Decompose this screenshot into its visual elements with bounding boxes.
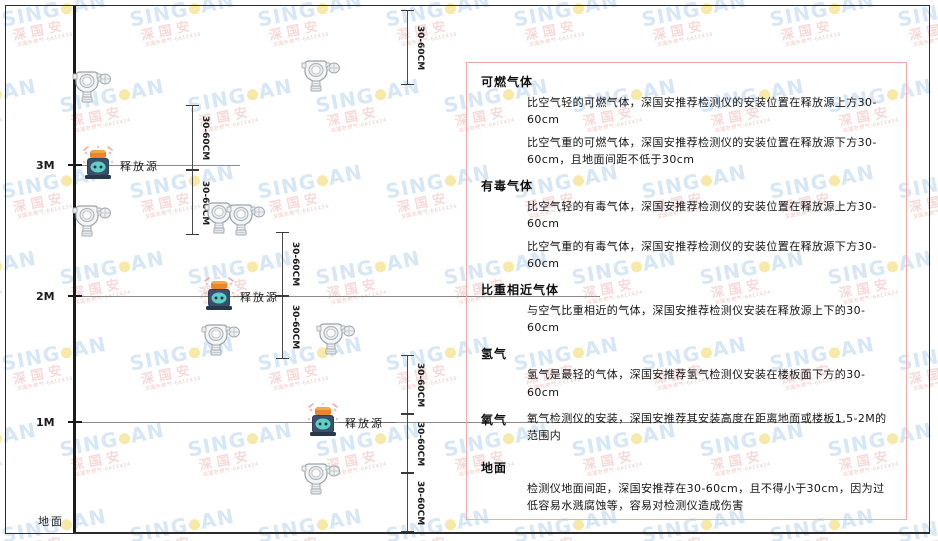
level-tick-2m xyxy=(68,295,82,297)
dimension-middle-column-seg1: 30-60CM xyxy=(276,232,336,296)
panel-section-body: 氧气检测仪的安装，深国安推荐其安装高度在距离地面或楼板1.5-2M的范围内 xyxy=(527,410,892,450)
dimension-upper-left-column-seg2: 30-60CM xyxy=(186,170,246,235)
panel-paragraph: 氧气检测仪的安装，深国安推荐其安装高度在距离地面或楼板1.5-2M的范围内 xyxy=(527,411,887,442)
dimension-cap-top xyxy=(276,232,289,233)
gas-detector-icon xyxy=(296,55,342,95)
panel-section-heading: 可燃气体 xyxy=(481,75,534,89)
dimension-label: 30-60CM xyxy=(200,115,210,160)
release-source-label: 释放源 xyxy=(240,291,279,304)
panel-section-heading: 比重相近气体 xyxy=(481,283,560,298)
dimension-cap-top xyxy=(186,170,199,171)
release-source-icon xyxy=(303,403,343,441)
panel-section-heading: 氧气 xyxy=(481,412,508,427)
dimension-cap-top xyxy=(276,295,289,297)
dimension-label: 30-60CM xyxy=(290,241,300,286)
panel-paragraph: 比空气轻的有毒气体，深国安推荐检测仪的安装位置在释放源上方30-60cm xyxy=(527,200,877,231)
dimension-stem xyxy=(407,10,408,85)
dimension-stem xyxy=(192,105,193,170)
dimension-label: 30-60CM xyxy=(415,25,425,70)
panel-section-body: 检测仪地面间距，深国安推荐在30-60cm，且不得小于30cm，因为过低容易水溅… xyxy=(481,480,892,514)
dimension-lower-right-column-seg2: 30-60CM xyxy=(401,414,461,473)
dimension-cap-top xyxy=(401,355,414,356)
level-label-3m: 3M xyxy=(36,159,55,172)
panel-paragraph: 比空气重的有毒气体，深国安推荐检测仪的安装位置在释放源下方30-60cm xyxy=(527,240,877,271)
panel-section-body: 比空气轻的有毒气体，深国安推荐检测仪的安装位置在释放源上方30-60cm 比空气重… xyxy=(481,198,892,272)
dimension-label: 30-60CM xyxy=(415,362,425,407)
panel-section-body: 氢气是最轻的气体，深国安推荐氢气检测仪安装在楼板面下方的30-60cm xyxy=(481,366,892,400)
dimension-middle-column-seg2: 30-60CM xyxy=(276,295,336,359)
panel-section-1: 可燃气体比空气轻的可燃气体，深国安推荐检测仪的安装位置在释放源上方30-60cm… xyxy=(481,73,892,168)
dimension-label: 30-60CM xyxy=(415,421,425,466)
dimension-cap-bottom xyxy=(186,169,199,170)
panel-section-2: 有毒气体比空气轻的有毒气体，深国安推荐检测仪的安装位置在释放源上方30-60cm… xyxy=(481,177,892,272)
level-line-1m xyxy=(74,422,845,423)
panel-paragraph: 比空气重的可燃气体，深国安推荐检测仪的安装位置在释放源下方30-60cm，且地面… xyxy=(527,136,877,167)
level-line-2m xyxy=(74,296,600,297)
dimension-cap-top xyxy=(401,473,414,474)
height-axis xyxy=(73,6,76,534)
dimension-cap-top xyxy=(186,105,199,106)
dimension-stem xyxy=(407,355,408,414)
ground-baseline xyxy=(73,532,930,534)
panel-section-5: 氧气 氧气检测仪的安装，深国安推荐其安装高度在距离地面或楼板1.5-2M的范围内 xyxy=(481,410,892,450)
dimension-top-right-column-seg1: 30-60CM xyxy=(401,10,461,85)
panel-paragraph: 检测仪地面间距，深国安推荐在30-60cm，且不得小于30cm，因为过低容易水溅… xyxy=(527,481,885,512)
panel-section-body: 与空气比重相近的气体，深国安推荐检测仪安装在释放源上下的30-60cm xyxy=(481,302,892,336)
source-leader-line xyxy=(338,422,396,423)
gas-detector-icon xyxy=(196,319,242,359)
guidance-panel: 可燃气体比空气轻的可燃气体，深国安推荐检测仪的安装位置在释放源上方30-60cm… xyxy=(466,62,907,520)
dimension-label: 30-60CM xyxy=(200,180,210,225)
source-leader-line xyxy=(233,296,275,297)
release-source-label: 释放源 xyxy=(345,417,384,430)
panel-section-3: 比重相近气体与空气比重相近的气体，深国安推荐检测仪安装在释放源上下的30-60c… xyxy=(481,281,892,336)
release-source-icon xyxy=(78,146,118,184)
gas-detector-icon xyxy=(221,199,267,239)
dimension-cap-bottom xyxy=(186,234,199,235)
level-tick-1m xyxy=(68,421,82,423)
dimension-cap-bottom xyxy=(401,84,414,85)
dimension-label: 30-60CM xyxy=(290,305,300,350)
dimension-cap-bottom xyxy=(401,472,414,473)
dimension-cap-bottom xyxy=(276,294,289,296)
release-source-label: 释放源 xyxy=(120,160,159,173)
dimension-lower-right-column-seg3: 30-60CM xyxy=(401,473,461,532)
panel-section-heading: 地面 xyxy=(481,460,508,475)
dimension-stem xyxy=(282,232,283,296)
dimension-cap-bottom xyxy=(401,531,414,532)
gas-detector-icon xyxy=(311,318,357,358)
gas-detector-icon xyxy=(67,66,113,106)
dimension-stem xyxy=(192,170,193,235)
level-line-3m xyxy=(74,165,240,166)
panel-section-heading: 有毒气体 xyxy=(481,179,534,194)
ground-label: 地面 xyxy=(38,515,64,528)
panel-paragraph: 与空气比重相近的气体，深国安推荐检测仪安装在释放源上下的30-60cm xyxy=(527,304,866,335)
panel-paragraph: 比空气轻的可燃气体，深国安推荐检测仪的安装位置在释放源上方30-60cm xyxy=(527,96,877,127)
dimension-stem xyxy=(407,414,408,473)
panel-section-4: 氢气氢气是最轻的气体，深国安推荐氢气检测仪安装在楼板面下方的30-60cm xyxy=(481,345,892,400)
dimension-cap-top xyxy=(401,10,414,11)
gas-detector-icon xyxy=(67,200,113,240)
dimension-upper-left-column-seg1: 30-60CM xyxy=(186,105,246,170)
level-label-1m: 1M xyxy=(36,416,55,429)
dimension-cap-top xyxy=(401,414,414,415)
dimension-label: 30-60CM xyxy=(415,480,425,525)
gas-detector-icon xyxy=(296,458,342,498)
dimension-stem xyxy=(282,295,283,359)
level-label-2m: 2M xyxy=(36,290,55,303)
dimension-stem xyxy=(407,473,408,532)
dimension-cap-bottom xyxy=(401,413,414,414)
panel-section-heading: 氢气 xyxy=(481,347,508,362)
dimension-cap-bottom xyxy=(276,358,289,359)
release-source-icon xyxy=(199,277,239,315)
level-tick-3m xyxy=(68,164,82,166)
panel-paragraph: 氢气是最轻的气体，深国安推荐氢气检测仪安装在楼板面下方的30-60cm xyxy=(527,368,866,399)
panel-section-body: 比空气轻的可燃气体，深国安推荐检测仪的安装位置在释放源上方30-60cm 比空气重… xyxy=(481,94,892,168)
dimension-lower-right-column-seg1: 30-60CM xyxy=(401,355,461,414)
panel-section-6: 地面检测仪地面间距，深国安推荐在30-60cm，且不得小于30cm，因为过低容易… xyxy=(481,459,892,514)
